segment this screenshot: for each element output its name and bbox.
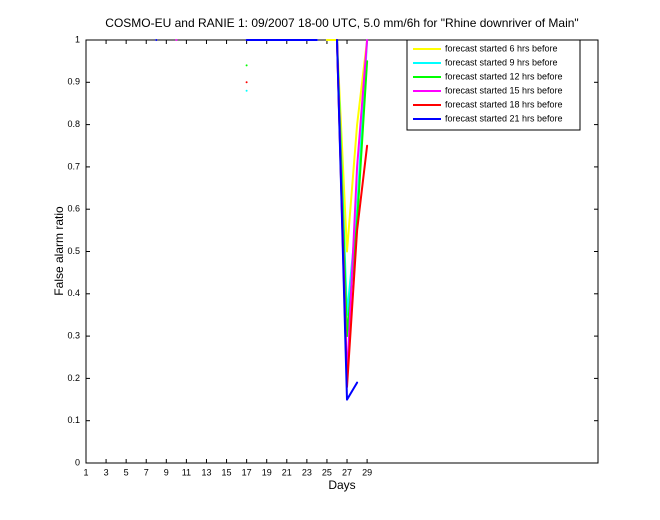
y-tick-label: 0.1 — [67, 415, 80, 425]
y-axis-label: False alarm ratio — [52, 206, 66, 296]
legend-label: forecast started 6 hrs before — [445, 43, 558, 53]
legend-label: forecast started 21 hrs before — [445, 113, 563, 123]
y-tick-label: 0.8 — [67, 119, 80, 129]
legend-box — [406, 39, 581, 131]
x-tick-label: 19 — [262, 467, 272, 477]
y-tick-label: 0.2 — [67, 373, 80, 383]
series-line — [325, 39, 369, 253]
x-tick-label: 13 — [201, 467, 211, 477]
x-tick-label: 1 — [83, 467, 88, 477]
x-axis-label: Days — [328, 478, 355, 492]
y-tick-label: 1 — [75, 34, 80, 44]
y-tick-label: 0.9 — [67, 77, 80, 87]
x-tick-label: 21 — [282, 467, 292, 477]
x-tick-label: 23 — [302, 467, 312, 477]
legend-label: forecast started 9 hrs before — [445, 57, 558, 67]
x-tick-label: 25 — [322, 467, 332, 477]
legend-label: forecast started 15 hrs before — [445, 85, 563, 95]
x-tick-label: 7 — [144, 467, 149, 477]
x-tick-label: 3 — [104, 467, 109, 477]
x-tick-label: 11 — [182, 467, 191, 477]
y-tick-label: 0.5 — [67, 246, 80, 256]
y-tick-label: 0 — [75, 457, 80, 467]
series-line — [155, 39, 359, 401]
legend-label: forecast started 18 hrs before — [445, 99, 563, 109]
y-tick-label: 0.6 — [67, 204, 80, 214]
x-tick-label: 15 — [222, 467, 232, 477]
x-tick-label: 5 — [124, 467, 129, 477]
x-tick-label: 9 — [164, 467, 169, 477]
legend-label: forecast started 12 hrs before — [445, 71, 563, 81]
chart-title: COSMO-EU and RANIE 1: 09/2007 18-00 UTC,… — [105, 16, 578, 30]
x-tick-label: 17 — [242, 467, 252, 477]
y-tick-label: 0.4 — [67, 288, 80, 298]
y-tick-label: 0.3 — [67, 330, 80, 340]
x-tick-label: 27 — [342, 467, 352, 477]
x-tick-label: 29 — [362, 467, 372, 477]
y-tick-label: 0.7 — [67, 161, 80, 171]
